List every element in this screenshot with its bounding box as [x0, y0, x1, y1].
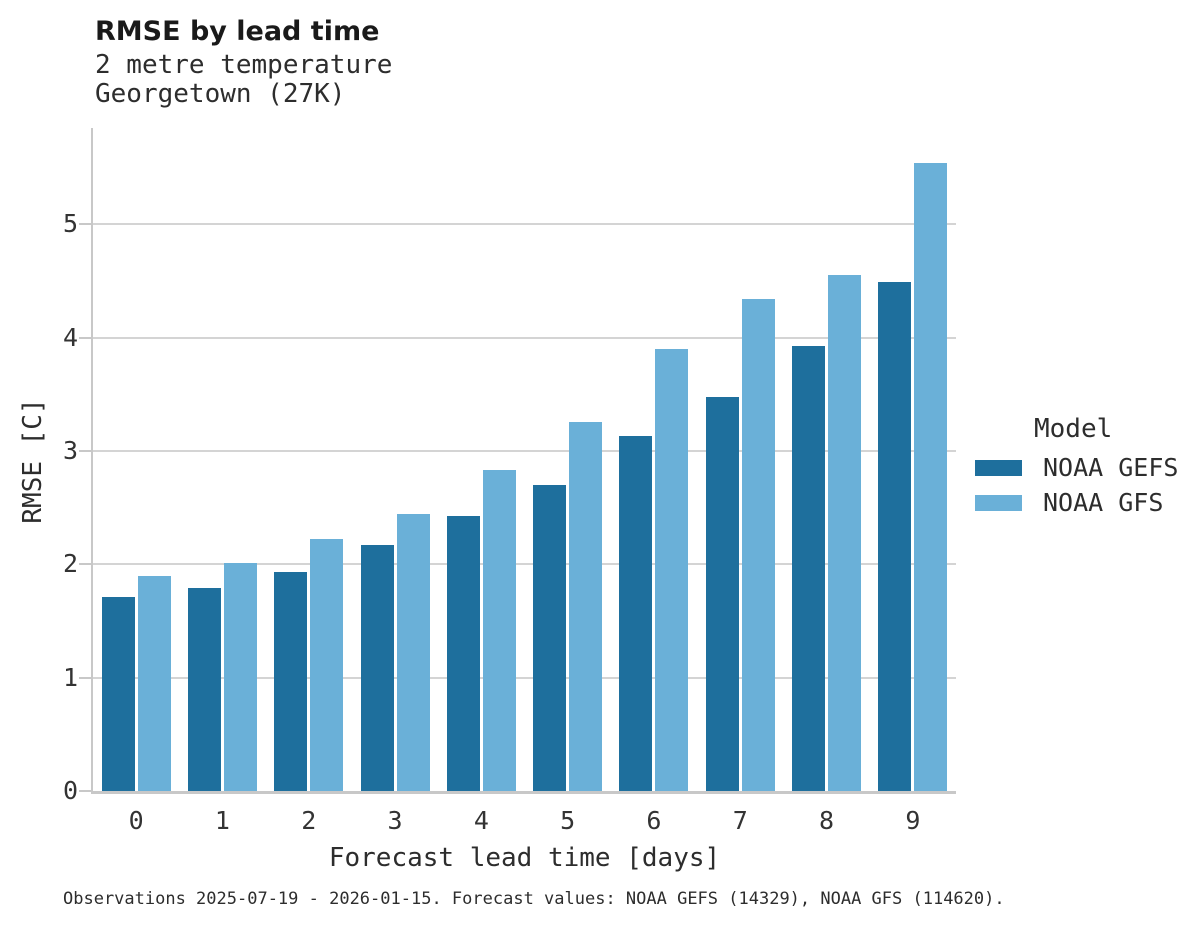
- y-tick-label-1: 1: [62, 662, 78, 692]
- bar-noaa-gefs-day-8: [792, 345, 826, 791]
- y-tick-label-5: 5: [62, 209, 78, 239]
- legend-title: Model: [1034, 414, 1113, 444]
- bar-noaa-gefs-day-3: [360, 545, 394, 791]
- gridline-y-3: [93, 450, 956, 452]
- bar-noaa-gfs-day-8: [828, 275, 862, 791]
- chart-subtitle-line: Georgetown (27K): [95, 79, 346, 109]
- chart-subtitle: 2 metre temperature Georgetown (27K): [95, 51, 392, 109]
- x-axis-line: [91, 791, 956, 794]
- legend-label: NOAA GFS: [1043, 488, 1164, 517]
- bar-noaa-gfs-day-1: [223, 563, 257, 791]
- bar-noaa-gefs-day-0: [101, 597, 135, 791]
- bar-noaa-gefs-day-7: [705, 396, 739, 791]
- x-tick-label-1: 1: [214, 806, 230, 835]
- x-tick-label-2: 2: [301, 806, 317, 835]
- x-tick-label-7: 7: [732, 806, 748, 835]
- plot-area: [79, 128, 956, 794]
- y-tick-label-4: 4: [62, 322, 78, 352]
- bar-noaa-gefs-day-2: [274, 572, 308, 791]
- bar-noaa-gfs-day-7: [741, 299, 775, 791]
- bar-noaa-gefs-day-5: [533, 485, 567, 791]
- gridline-y-2: [93, 563, 956, 566]
- bar-noaa-gfs-day-4: [482, 470, 516, 791]
- y-tick-4: [79, 336, 91, 339]
- x-tick-label-8: 8: [819, 806, 835, 835]
- y-tick-label-2: 2: [62, 549, 78, 579]
- legend-label: NOAA GEFS: [1043, 453, 1179, 482]
- bar-noaa-gefs-day-1: [187, 588, 221, 791]
- bar-noaa-gfs-day-9: [914, 163, 948, 791]
- gridline-y-1: [93, 676, 956, 679]
- y-tick-1: [79, 676, 91, 679]
- bar-noaa-gefs-day-4: [446, 515, 480, 791]
- legend-item-noaa-gfs: NOAA GFS: [975, 485, 1195, 520]
- chart-subtitle-line: 2 metre temperature: [95, 50, 393, 80]
- chart-title: RMSE by lead time: [95, 16, 380, 47]
- x-tick-label-5: 5: [560, 806, 576, 835]
- legend-swatch-icon: [975, 494, 1022, 511]
- gridline-y-4: [93, 336, 956, 339]
- legend: Model NOAA GEFS NOAA GFS: [975, 414, 1195, 520]
- bar-noaa-gfs-day-5: [569, 421, 603, 791]
- y-tick-0: [79, 790, 91, 792]
- gridline-y-5: [93, 223, 956, 226]
- legend-swatch-icon: [975, 459, 1022, 476]
- x-tick-label-3: 3: [387, 806, 403, 835]
- y-tick-label-0: 0: [62, 776, 78, 805]
- x-tick-label-0: 0: [128, 806, 144, 835]
- y-tick-3: [79, 450, 91, 452]
- y-axis-spine: [91, 128, 93, 793]
- bar-noaa-gfs-day-2: [310, 539, 344, 791]
- legend-item-noaa-gefs: NOAA GEFS: [975, 450, 1195, 485]
- legend-items: NOAA GEFS NOAA GFS: [975, 450, 1195, 520]
- y-tick-2: [79, 563, 91, 566]
- bar-noaa-gfs-day-0: [137, 575, 171, 791]
- y-tick-5: [79, 223, 91, 226]
- y-axis-title: RMSE [C]: [18, 398, 48, 524]
- bar-noaa-gefs-day-9: [878, 282, 912, 791]
- x-tick-label-4: 4: [473, 806, 489, 835]
- bar-noaa-gfs-day-6: [655, 349, 689, 791]
- x-axis-title: Forecast lead time [days]: [328, 843, 721, 873]
- bar-noaa-gfs-day-3: [396, 514, 430, 791]
- y-tick-label-3: 3: [62, 436, 78, 465]
- x-tick-label-6: 6: [646, 806, 662, 835]
- chart-caption: Observations 2025-07-19 - 2026-01-15. Fo…: [63, 889, 1005, 909]
- x-tick-label-9: 9: [905, 806, 921, 835]
- bar-noaa-gefs-day-6: [619, 436, 653, 791]
